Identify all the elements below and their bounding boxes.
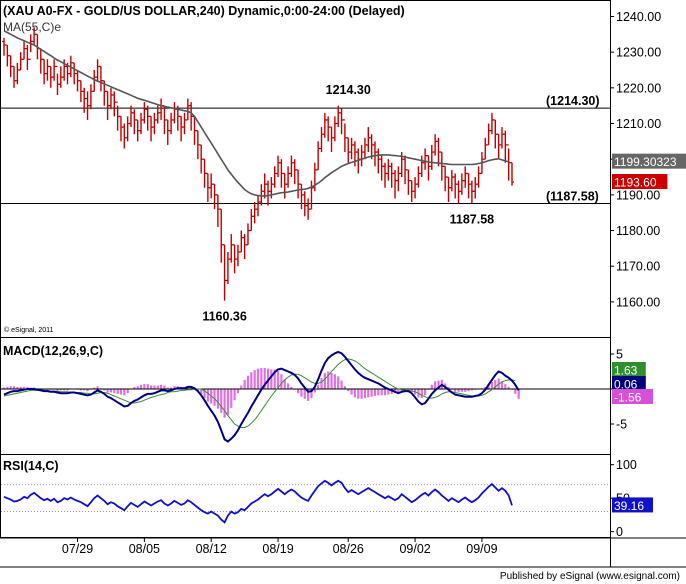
price-annotation-1: 1160.36 [202, 310, 247, 324]
macd-value-tag-macd-bg [612, 376, 646, 391]
macd-title: MACD(12,26,9,C) [3, 344, 103, 358]
price-panel-frame [0, 0, 611, 338]
last-price-tag: 1193.60 [614, 176, 657, 190]
rsi-level-lines [1, 484, 610, 512]
copyright-label: © eSignal, 2011 [4, 326, 54, 334]
macd-value-tag-histogram: -1.56 [614, 391, 642, 405]
last-price-tag-bg [612, 174, 668, 190]
x-tick-label: 08/12 [196, 542, 227, 556]
footer-credit: Published by eSignal (www.esignal.com) [500, 571, 680, 582]
hline-label-1: (1187.58) [546, 189, 599, 203]
rsi-panel-frame [0, 454, 611, 538]
price-tick-label: 1220.00 [616, 81, 661, 95]
rsi-value-tag: 39.16 [614, 499, 644, 513]
ma-value-tag-bg [612, 153, 686, 169]
macd-tick-label: 5 [616, 348, 623, 362]
rsi-title: RSI(14,C) [3, 459, 59, 473]
x-tick-label: 07/29 [62, 542, 93, 556]
price-bars [2, 27, 514, 301]
support-resistance-lines: (1214.30) (1187.58) [1, 94, 610, 204]
macd-line [3, 350, 520, 443]
price-value-tags: 1199.30323 1193.60 [612, 153, 686, 190]
price-annotations: 1214.30 1160.36 1187.58 [202, 83, 494, 323]
macd-histogram [2, 368, 520, 418]
macd-value-tag-signal: 1.63 [614, 364, 638, 378]
price-tick-label: 1230.00 [616, 46, 661, 60]
macd-value-tags: 1.630.06-1.56 [612, 362, 653, 405]
rsi-tick-label: 100 [616, 458, 637, 472]
ma-line [3, 30, 509, 197]
x-tick-label: 08/05 [129, 542, 160, 556]
price-y-axis: 1160.001170.001180.001190.001200.001210.… [610, 10, 661, 309]
price-tick-label: 1190.00 [616, 188, 660, 202]
hline-label-0: (1214.30) [546, 94, 600, 108]
chart-title: (XAU A0-FX - GOLD/US DOLLAR,240) Dynamic… [3, 4, 405, 18]
x-tick-label: 09/02 [399, 542, 430, 556]
rsi-line [3, 479, 513, 524]
rsi-tick-label: 0 [616, 525, 623, 539]
price-tick-label: 1170.00 [616, 260, 660, 274]
x-tick-label: 08/26 [333, 542, 364, 556]
price-bar [510, 162, 514, 186]
macd-value-tag-histogram-bg [612, 389, 653, 404]
date-x-axis: 07/29 08/05 08/12 08/19 08/26 09/02 09/09 [62, 538, 498, 556]
x-tick-label: 09/09 [466, 542, 497, 556]
price-annotation-0: 1214.30 [326, 83, 371, 97]
price-tick-label: 1210.00 [616, 117, 661, 131]
price-tick-label: 1240.00 [616, 10, 661, 24]
rsi-value-tag-bg [612, 497, 653, 513]
macd-tick-label: -5 [616, 418, 627, 432]
ma-value-tag: 1199.30323 [614, 155, 677, 169]
price-annotation-2: 1187.58 [450, 212, 495, 226]
ma-label: MA(55,C)e [3, 20, 61, 34]
rsi-value-tags: 39.16 [612, 497, 653, 513]
macd-value-tag-macd: 0.06 [614, 378, 638, 392]
macd-value-tag-signal-bg [612, 362, 646, 377]
x-tick-label: 08/19 [262, 542, 293, 556]
price-tick-label: 1160.00 [616, 295, 660, 309]
price-tick-label: 1180.00 [616, 224, 660, 238]
